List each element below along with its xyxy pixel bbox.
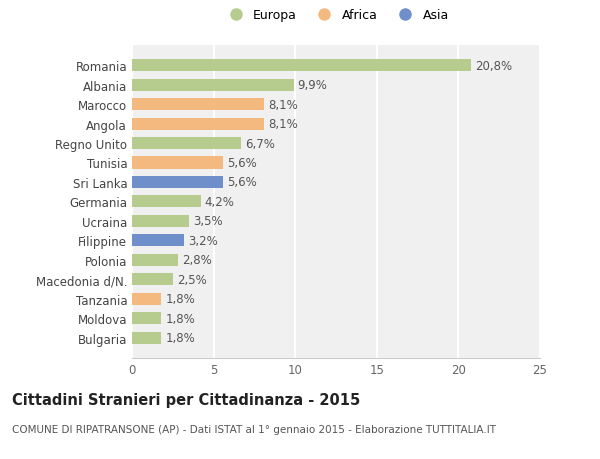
Bar: [132, 293, 161, 305]
Legend: Europa, Africa, Asia: Europa, Africa, Asia: [218, 4, 454, 27]
Text: 2,5%: 2,5%: [177, 273, 206, 286]
Bar: [132, 254, 178, 266]
Bar: [132, 196, 200, 208]
Bar: [132, 235, 184, 247]
Text: COMUNE DI RIPATRANSONE (AP) - Dati ISTAT al 1° gennaio 2015 - Elaborazione TUTTI: COMUNE DI RIPATRANSONE (AP) - Dati ISTAT…: [12, 425, 496, 435]
Text: 9,9%: 9,9%: [298, 79, 328, 92]
Text: 20,8%: 20,8%: [476, 60, 512, 73]
Text: 3,5%: 3,5%: [193, 215, 223, 228]
Bar: [132, 313, 161, 325]
Text: 2,8%: 2,8%: [182, 254, 212, 267]
Text: 1,8%: 1,8%: [166, 312, 195, 325]
Text: 5,6%: 5,6%: [227, 176, 257, 189]
Bar: [132, 157, 223, 169]
Text: Cittadini Stranieri per Cittadinanza - 2015: Cittadini Stranieri per Cittadinanza - 2…: [12, 392, 360, 408]
Bar: [132, 332, 161, 344]
Bar: [132, 60, 472, 72]
Text: 6,7%: 6,7%: [245, 137, 275, 150]
Text: 5,6%: 5,6%: [227, 157, 257, 170]
Bar: [132, 215, 189, 227]
Bar: [132, 138, 241, 150]
Text: 8,1%: 8,1%: [268, 98, 298, 112]
Bar: [132, 118, 264, 130]
Bar: [132, 79, 293, 91]
Bar: [132, 99, 264, 111]
Text: 3,2%: 3,2%: [188, 234, 218, 247]
Text: 1,8%: 1,8%: [166, 292, 195, 306]
Text: 8,1%: 8,1%: [268, 118, 298, 131]
Text: 4,2%: 4,2%: [205, 196, 235, 208]
Bar: [132, 274, 173, 285]
Text: 1,8%: 1,8%: [166, 331, 195, 344]
Bar: [132, 177, 223, 189]
